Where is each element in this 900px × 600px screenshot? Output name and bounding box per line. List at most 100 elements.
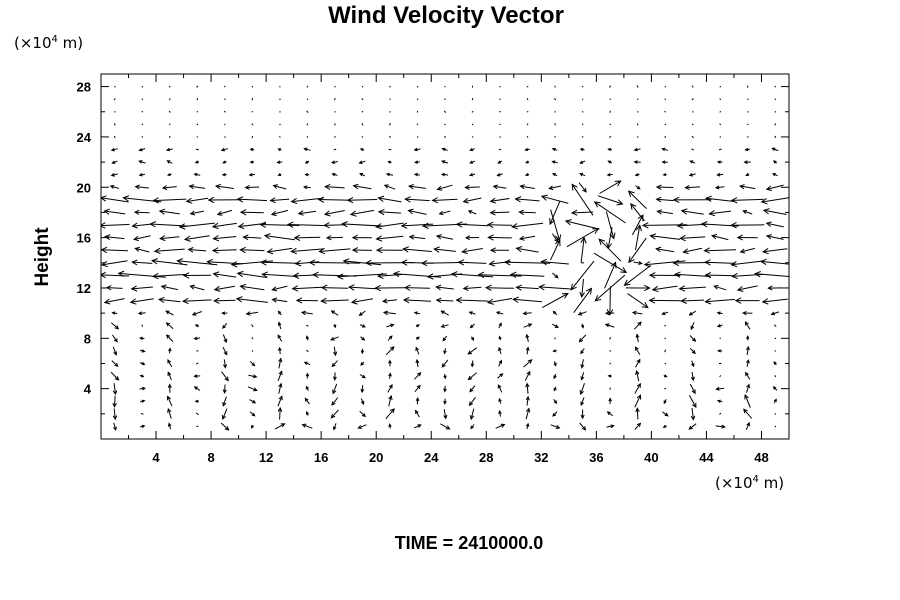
wind-vector-arrow	[526, 135, 529, 138]
wind-vector-arrow	[271, 285, 288, 292]
wind-vector-arrow	[499, 111, 501, 113]
wind-vector-arrow	[552, 323, 559, 328]
wind-vector-arrow	[606, 411, 613, 417]
wind-vector-arrow	[415, 336, 420, 340]
wind-vector-arrow	[635, 185, 641, 190]
wind-vector-arrow	[274, 423, 286, 430]
chart-title: Wind Velocity Vector	[328, 2, 564, 29]
wind-vector-arrow	[716, 399, 723, 403]
wind-vector-arrow	[165, 310, 174, 316]
wind-vector-arrow	[704, 259, 736, 266]
wind-vector-arrow	[745, 371, 751, 380]
wind-vector-arrow	[361, 98, 364, 101]
wind-vector-arrow	[443, 373, 447, 380]
wind-vector-arrow	[195, 362, 199, 365]
wind-vector-arrow	[716, 311, 723, 315]
wind-vector-arrow	[251, 135, 254, 139]
wind-vector-arrow	[388, 359, 392, 367]
y-tick-label: 8	[84, 331, 91, 346]
wind-vector-arrow	[469, 173, 476, 177]
wind-vector-arrow	[416, 86, 419, 88]
wind-vector-arrow	[341, 221, 383, 228]
wind-vector-arrow	[664, 337, 666, 340]
wind-vector-arrow	[765, 221, 784, 228]
wind-vector-arrow	[277, 346, 282, 355]
y-unit-exp: 4	[52, 34, 58, 45]
wind-vector-arrow	[158, 208, 180, 215]
wind-vector-arrow	[631, 310, 643, 315]
wind-vector-arrow	[637, 136, 639, 138]
wind-vector-arrow	[762, 208, 787, 215]
x-tick-label: 44	[699, 450, 714, 465]
wind-vector-arrow	[375, 235, 404, 242]
wind-vector-arrow	[305, 372, 310, 379]
wind-vector-arrow	[469, 160, 476, 164]
wind-vector-arrow	[716, 324, 723, 328]
wind-vector-arrow	[594, 274, 626, 302]
wind-vector-arrow	[251, 424, 254, 429]
wind-vector-arrow	[736, 234, 758, 241]
wind-vector-arrow	[765, 184, 784, 191]
wind-vector-arrow	[633, 147, 641, 152]
wind-vector-arrow	[467, 347, 478, 355]
wind-vector-arrow	[471, 136, 474, 138]
wind-vector-arrow	[554, 111, 556, 113]
wind-vector-arrow	[271, 297, 288, 303]
wind-vector-arrow	[433, 246, 456, 253]
y-tick-label: 12	[77, 281, 91, 296]
wind-vector-arrow	[609, 85, 612, 88]
wind-vector-arrow	[359, 374, 366, 379]
wind-vector-arrow	[498, 410, 502, 417]
wind-vector-arrow	[413, 424, 422, 429]
wind-vector-arrow	[181, 297, 212, 305]
wind-vector-arrow	[703, 247, 737, 254]
wind-vector-arrow	[323, 210, 345, 217]
wind-vector-arrow	[684, 184, 701, 191]
wind-vector-arrow	[688, 310, 697, 316]
wind-vector-arrow	[330, 160, 338, 164]
wind-vector-arrow	[593, 201, 626, 224]
wind-vector-arrow	[220, 422, 230, 431]
wind-vector-arrow	[207, 196, 242, 204]
wind-vector-arrow	[609, 98, 611, 100]
wind-vector-arrow	[673, 271, 711, 278]
wind-vector-arrow	[413, 147, 421, 152]
wind-vector-arrow	[554, 123, 556, 126]
y-unit-suffix: m)	[58, 34, 83, 52]
wind-vector-arrow	[688, 173, 696, 177]
wind-vector-arrow	[608, 397, 612, 405]
wind-vector-arrow	[498, 335, 502, 341]
wind-vector-arrow	[554, 136, 557, 138]
wind-vector-arrow	[334, 98, 336, 101]
wind-vector-arrow	[331, 397, 339, 406]
wind-vector-arrow	[664, 362, 666, 365]
wind-vector-arrow	[441, 147, 448, 152]
wind-vector-arrow	[291, 285, 323, 292]
wind-vector-arrow	[471, 97, 474, 101]
wind-vector-arrow	[416, 123, 419, 126]
wind-vector-arrow	[216, 209, 233, 216]
wind-vector-arrow	[730, 221, 765, 229]
wind-vector-arrow	[334, 135, 336, 138]
wind-vector-arrow	[247, 386, 258, 392]
wind-vector-arrow	[489, 197, 510, 204]
wind-vector-arrow	[548, 185, 562, 191]
x-tick-label: 16	[314, 450, 328, 465]
wind-vector-arrow	[525, 407, 531, 420]
x-unit-prefix: (×10	[715, 474, 753, 492]
wind-vector-arrow	[526, 123, 529, 126]
wind-vector-arrow	[222, 396, 227, 407]
wind-vector-arrow	[332, 372, 337, 381]
wind-vector-arrow	[266, 247, 293, 255]
wind-vector-arrow	[152, 272, 187, 280]
x-tick-label: 4	[152, 450, 160, 465]
wind-vector-arrow	[450, 271, 494, 278]
wind-vector-arrow	[461, 248, 483, 255]
wind-vector-arrow	[374, 284, 405, 292]
wind-vector-arrow	[708, 210, 732, 217]
wind-vector-arrow	[272, 184, 287, 190]
wind-vector-arrow	[361, 110, 364, 113]
wind-vector-arrow	[230, 260, 274, 268]
wind-vector-arrow	[664, 349, 667, 353]
wind-vector-arrow	[251, 324, 254, 328]
